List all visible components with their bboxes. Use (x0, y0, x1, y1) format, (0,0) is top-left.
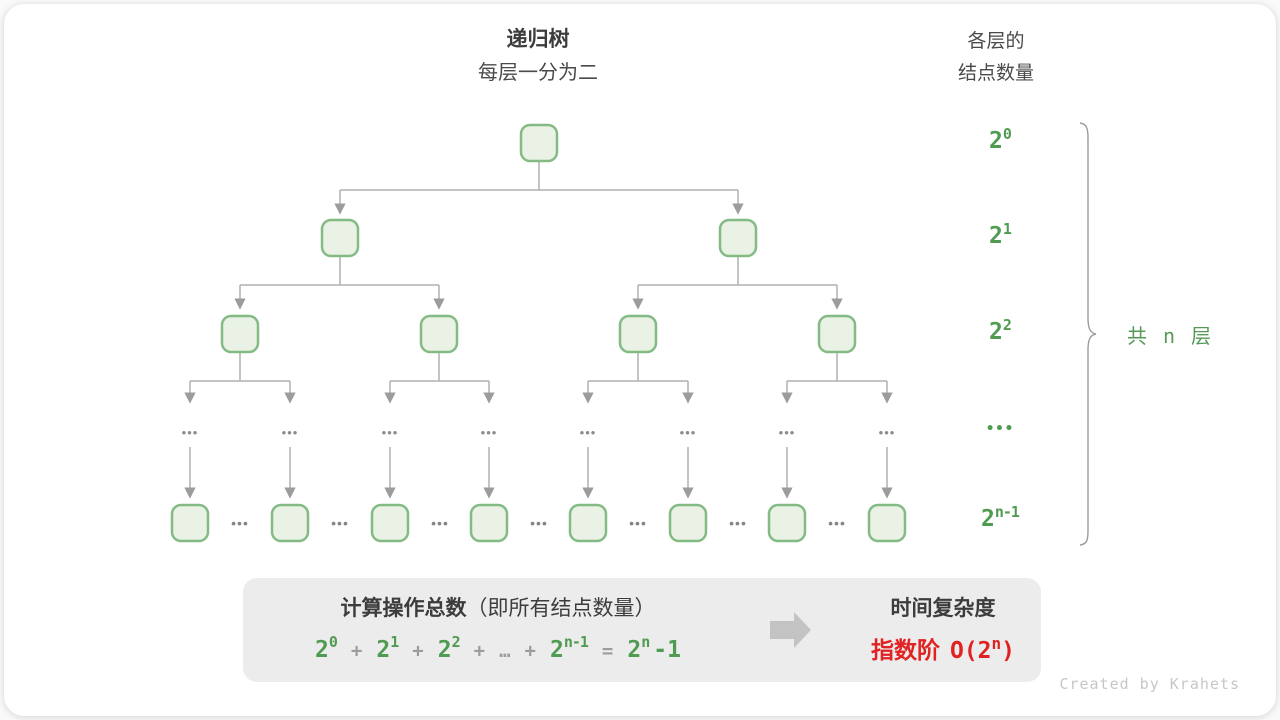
ellipsis-level4: ••• (778, 425, 796, 440)
formula-token: -1 (653, 637, 681, 663)
operations-total-title-paren: （即所有结点数量） (466, 597, 656, 620)
tree-node (718, 218, 758, 258)
formula-token: + (412, 640, 424, 662)
ellipsis-level4: ••• (181, 425, 199, 440)
formula-token: = (601, 640, 614, 662)
tree-node (419, 314, 459, 354)
ellipsis-level4: ••• (281, 425, 299, 440)
formula-token: + (473, 640, 486, 662)
formula-token: + (524, 640, 536, 662)
formula-token: 2n-1 (549, 633, 589, 663)
tree-node (370, 503, 410, 543)
ellipsis-bottom-row: ••• (431, 515, 449, 531)
level-count-label-n: 2n-1 (981, 503, 1020, 532)
tree-node (767, 503, 807, 543)
tree-nodes (170, 123, 907, 543)
summary-box: 计算操作总数（即所有结点数量） 20 +21 +22 + … +2n-1 = 2n -1 时间复… (243, 578, 1041, 682)
tree-node (867, 503, 907, 543)
tree-node (170, 503, 210, 543)
level-count-line1: 各层的 (967, 31, 1025, 52)
operations-total-title: 计算操作总数（即所有结点数量） (263, 592, 733, 622)
ellipsis-level4: ••• (878, 425, 896, 440)
geometric-series-formula: 20 +21 +22 + … +2n-1 = 2n -1 (263, 630, 733, 672)
levels-brace (1079, 122, 1097, 546)
formula-token: … (499, 640, 511, 662)
level-count-label-0: 20 (989, 125, 1012, 154)
total-levels-label: 共 n 层 (1126, 324, 1214, 348)
level-count-label-2: 22 (989, 316, 1012, 345)
ellipsis-bottom-row: ••• (729, 515, 747, 531)
credit-text: Created by Krahets (1059, 675, 1240, 693)
tree-node (618, 314, 658, 354)
level-count-header: 各层的 结点数量 (930, 29, 1062, 86)
level-count-label-1: 21 (989, 220, 1012, 249)
implies-arrow-icon (770, 612, 811, 648)
ellipsis-level4: ••• (381, 425, 399, 440)
complexity-name: 指数阶 (870, 637, 940, 663)
ellipsis-level4: ••• (579, 425, 597, 440)
ellipsis-bottom-row: ••• (331, 515, 349, 531)
tree-node (568, 503, 608, 543)
tree-node (668, 503, 708, 543)
time-complexity-title: 时间复杂度 (890, 597, 996, 620)
tree-node (220, 314, 260, 354)
formula-token: 20 (315, 633, 338, 663)
ellipsis-level4: ••• (480, 425, 498, 440)
tree-node (469, 503, 509, 543)
formula-token: + (350, 640, 363, 662)
level-count-line2: 结点数量 (957, 63, 1034, 84)
operations-total-title-bold: 计算操作总数 (340, 597, 467, 620)
tree-node (817, 314, 857, 354)
ellipsis-bottom-row: ••• (530, 515, 548, 531)
time-complexity-value: 指数阶 O(2n) (870, 634, 1016, 664)
tree-title-block: 递归树 每层一分为二 (438, 27, 638, 86)
tree-edges (184, 161, 893, 499)
tree-subtitle: 每层一分为二 (478, 62, 598, 84)
formula-token: 2n (627, 633, 650, 663)
formula-token: 21 (376, 633, 399, 663)
ellipsis-bottom-row: ••• (828, 515, 846, 531)
tree-node (519, 123, 559, 163)
level-count-label-ellipsis: ••• (985, 421, 1015, 437)
ellipsis-bottom-row: ••• (231, 515, 249, 531)
tree-title: 递归树 (506, 28, 570, 51)
tree-node (320, 218, 360, 258)
ellipsis-bottom-row: ••• (629, 515, 647, 531)
formula-token: 22 (437, 633, 461, 663)
tree-node (270, 503, 310, 543)
ellipsis-level4: ••• (679, 425, 697, 440)
